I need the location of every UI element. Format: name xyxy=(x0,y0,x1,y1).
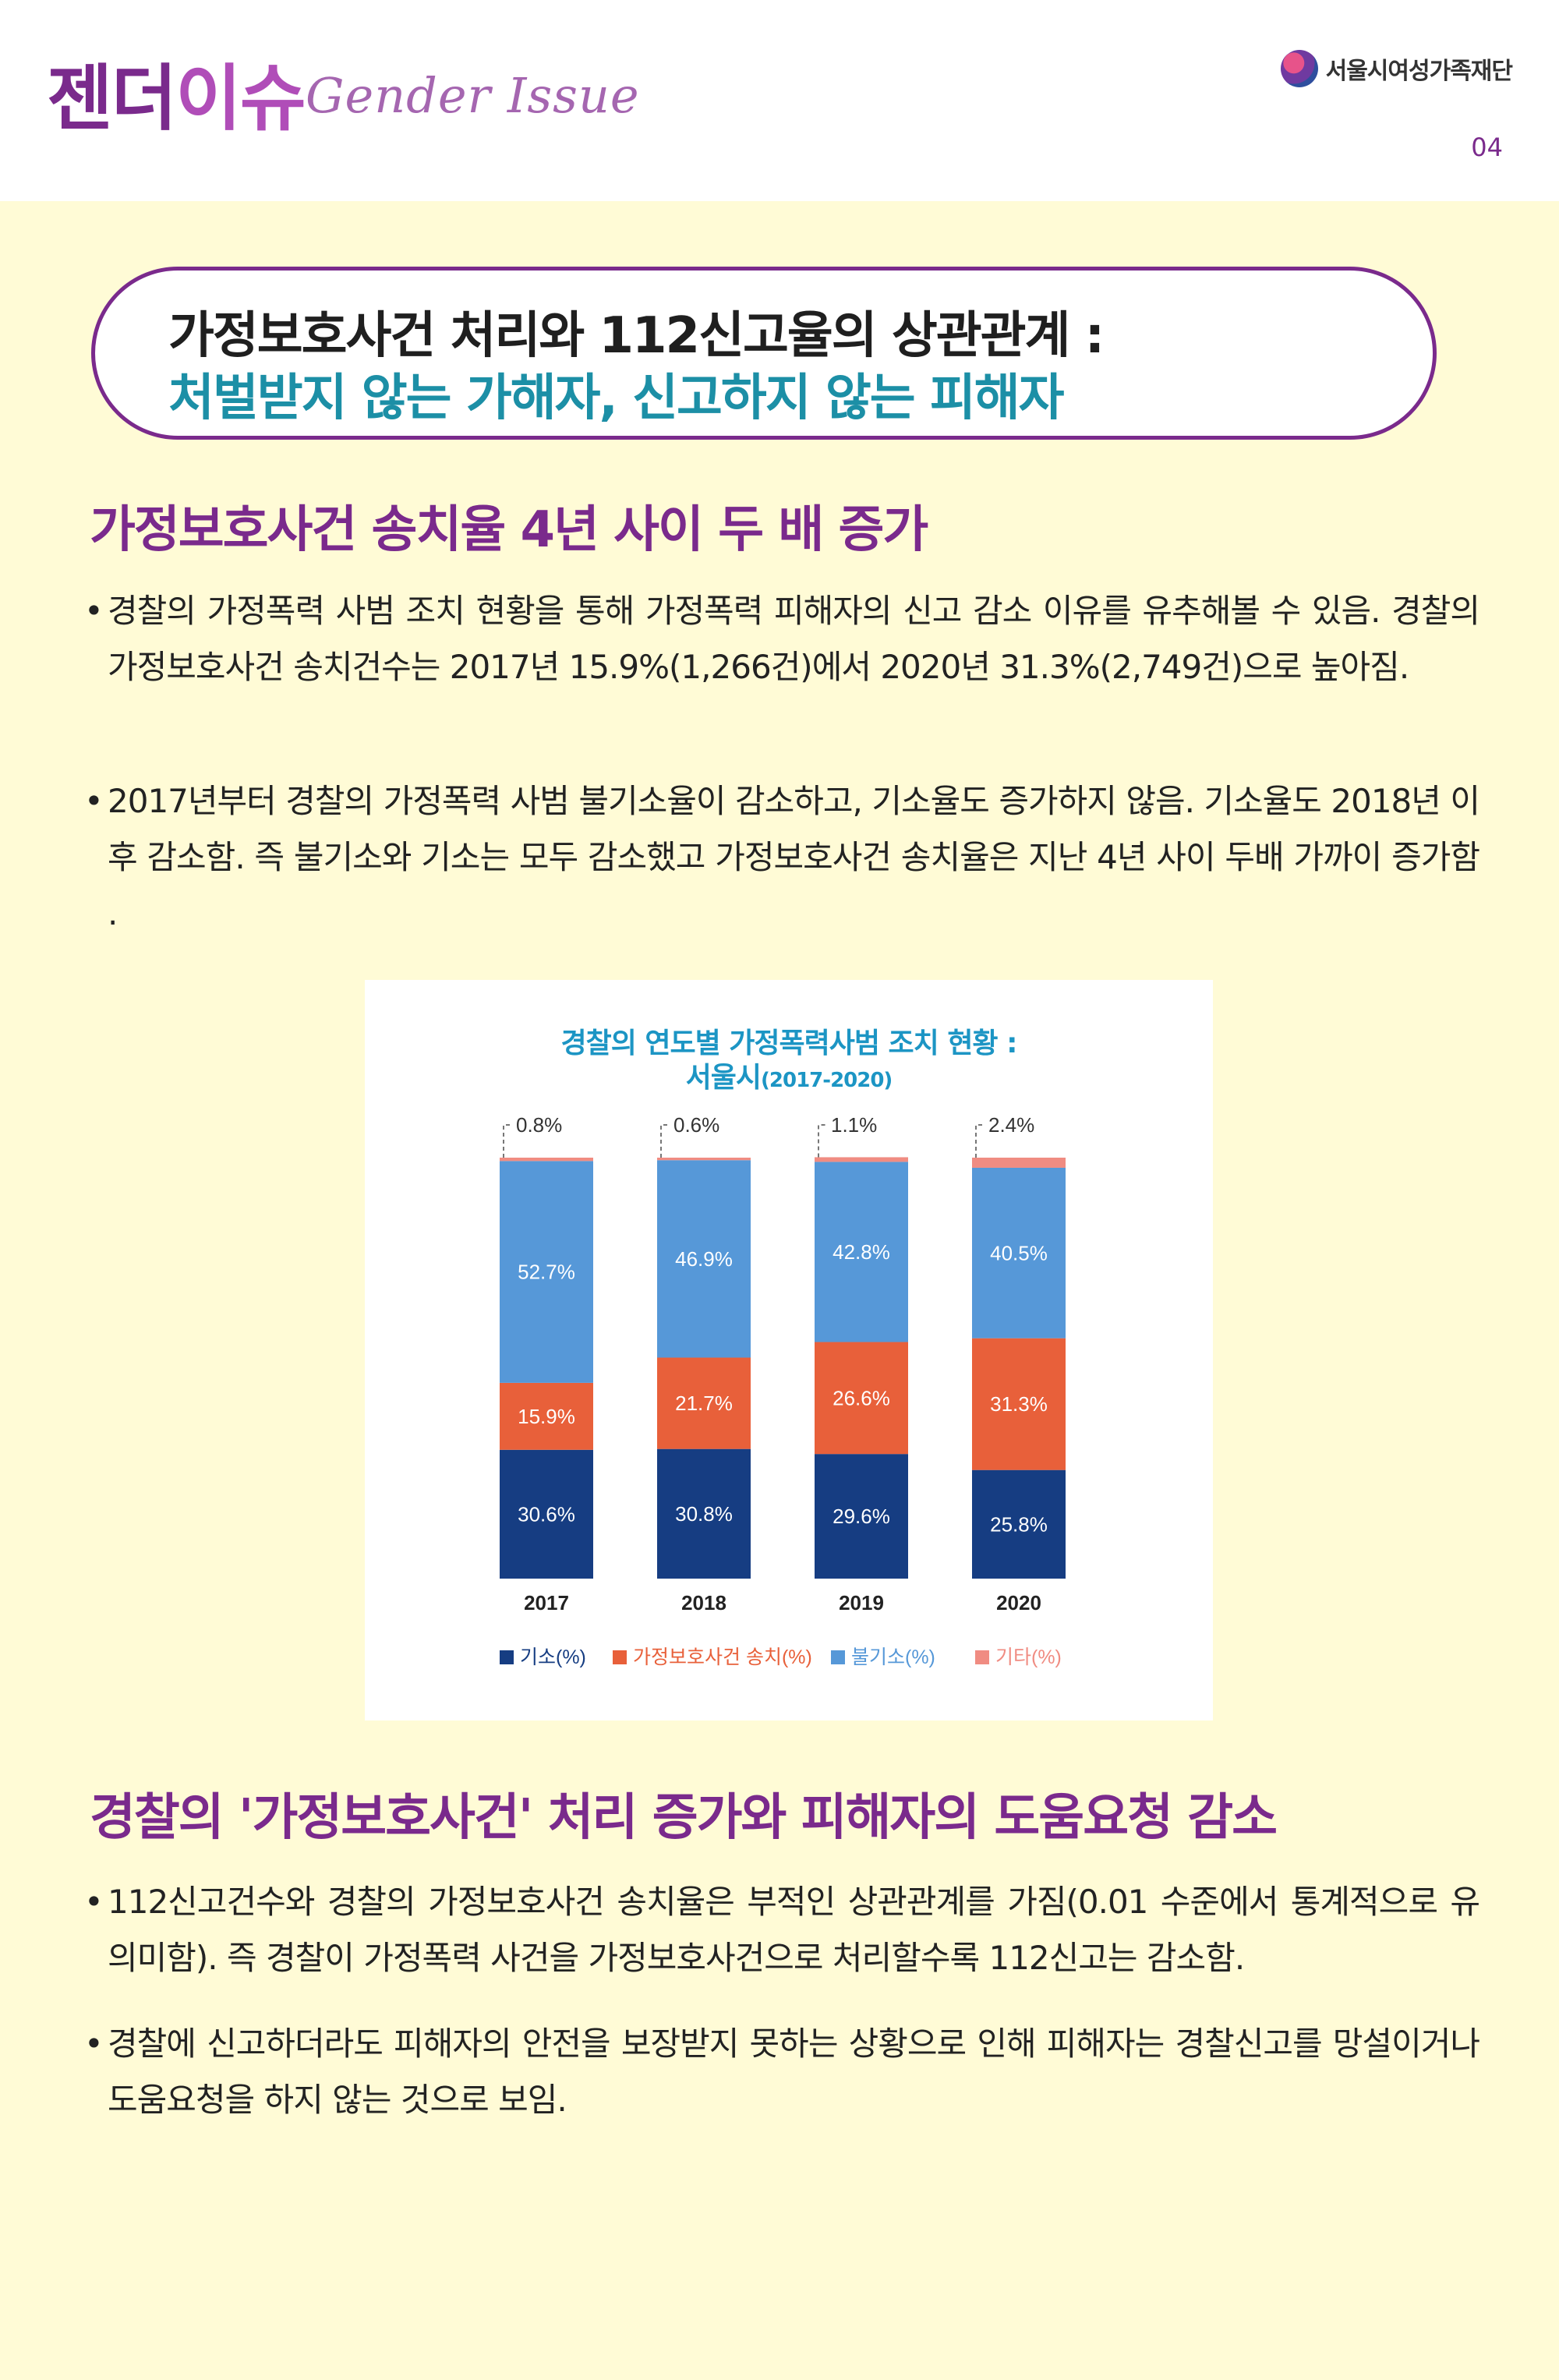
x-tick-label: 2017 xyxy=(524,1591,569,1614)
chart-card: 경찰의 연도별 가정폭력사범 조치 현황 : 서울시(2017-2020) 30… xyxy=(365,980,1213,1720)
bar-segment xyxy=(815,1342,908,1455)
data-label: 26.6% xyxy=(833,1386,890,1409)
section-1-bullet-1: • 경찰의 가정폭력 사범 조치 현황을 통해 가정폭력 피해자의 신고 감소 … xyxy=(84,583,1480,695)
bullet-dot: • xyxy=(84,2025,104,2063)
bar-segment xyxy=(500,1161,593,1383)
data-label: 30.6% xyxy=(518,1502,575,1526)
data-label: 25.8% xyxy=(990,1512,1048,1536)
section-1-heading: 가정보호사건 송치율 4년 사이 두 배 증가 xyxy=(90,501,928,559)
bullet-text: 2017년부터 경찰의 가정폭력 사범 불기소율이 감소하고, 기소율도 증가하… xyxy=(108,782,1480,932)
bullet-dot: • xyxy=(84,592,104,630)
bar-segment xyxy=(815,1162,908,1342)
callout-line xyxy=(818,1124,828,1158)
page-number: 04 xyxy=(1471,133,1503,162)
bar-segment xyxy=(657,1357,751,1449)
section-1-bullet-2: • 2017년부터 경찰의 가정폭력 사범 불기소율이 감소하고, 기소율도 증… xyxy=(84,773,1480,942)
bar-segment xyxy=(500,1449,593,1579)
title-line-1: 가정보호사건 처리와 112신고율의 상관관계 : xyxy=(168,307,1105,365)
bullet-dot: • xyxy=(84,782,104,820)
brand-title-part2: 이슈 xyxy=(175,57,306,140)
organization-name: 서울시여성가족재단 xyxy=(1325,58,1513,85)
chart-subtitle-period: (2017-2020) xyxy=(761,1069,893,1092)
callout-line xyxy=(660,1124,670,1158)
brand-title-korean: 젠더이슈 xyxy=(47,41,306,144)
legend-swatch xyxy=(831,1650,845,1664)
stacked-bar-chart: 30.6% 15.9% 52.7% 0.8% 2017 30.8% 21.7% 46.9% 0.… xyxy=(500,1113,1066,1668)
data-label: 29.6% xyxy=(833,1505,890,1528)
bar-segment xyxy=(657,1158,751,1161)
legend-swatch xyxy=(613,1650,627,1664)
data-label: 15.9% xyxy=(518,1405,575,1428)
foundation-logo-icon xyxy=(1280,50,1318,87)
data-label: 46.9% xyxy=(675,1247,733,1271)
bar-segment xyxy=(972,1469,1066,1579)
legend-label: 가정보호사건 송치(%) xyxy=(633,1646,812,1668)
brand-title-english: Gender Issue xyxy=(306,67,640,124)
bar-segment xyxy=(972,1167,1066,1339)
bullet-text: 112신고건수와 경찰의 가정보호사건 송치율은 부적인 상관관계를 가짐(0.… xyxy=(108,1883,1480,1977)
data-label: 30.8% xyxy=(675,1502,733,1526)
data-label: 42.8% xyxy=(833,1240,890,1264)
bar-segment xyxy=(657,1448,751,1579)
legend-swatch xyxy=(975,1650,989,1664)
callout-line xyxy=(503,1124,513,1158)
x-tick-label: 2018 xyxy=(681,1591,726,1614)
legend-label: 기소(%) xyxy=(520,1646,586,1668)
brand-title-part1: 젠더 xyxy=(47,57,177,140)
callout-label: 0.8% xyxy=(516,1113,562,1137)
bar-segment xyxy=(815,1454,908,1579)
bullet-dot: • xyxy=(84,1883,104,1921)
bar-segment xyxy=(815,1157,908,1162)
legend-swatch xyxy=(500,1650,514,1664)
bar-segment xyxy=(500,1158,593,1162)
page-header: 젠더이슈 Gender Issue 서울시여성가족재단 04 xyxy=(0,0,1559,201)
callout-label: 2.4% xyxy=(988,1113,1034,1137)
title-line-2: 처벌받지 않는 가해자, 신고하지 않는 피해자 xyxy=(168,370,1065,427)
data-label: 21.7% xyxy=(675,1392,733,1415)
data-label: 52.7% xyxy=(518,1261,575,1284)
title-box: 가정보호사건 처리와 112신고율의 상관관계 : 처벌받지 않는 가해자, 신… xyxy=(91,267,1437,440)
callout-line xyxy=(975,1124,985,1158)
bar-segment xyxy=(500,1382,593,1450)
bullet-text: 경찰의 가정폭력 사범 조치 현황을 통해 가정폭력 피해자의 신고 감소 이유… xyxy=(108,592,1480,686)
section-2-heading: 경찰의 '가정보호사건' 처리 증가와 피해자의 도움요청 감소 xyxy=(90,1789,1278,1847)
bullet-text: 경찰에 신고하더라도 피해자의 안전을 보장받지 못하는 상황으로 인해 피해자… xyxy=(108,2025,1480,2119)
x-tick-label: 2020 xyxy=(996,1591,1041,1614)
callout-label: 1.1% xyxy=(831,1113,877,1137)
chart-subtitle: 서울시(2017-2020) xyxy=(365,1055,1213,1095)
legend-label: 기타(%) xyxy=(995,1646,1062,1668)
section-2-bullet-2: • 경찰에 신고하더라도 피해자의 안전을 보장받지 못하는 상황으로 인해 피… xyxy=(84,2016,1480,2128)
bar-segment xyxy=(972,1338,1066,1470)
callout-label: 0.6% xyxy=(673,1113,719,1137)
organization-logo-block: 서울시여성가족재단 xyxy=(1280,50,1513,87)
data-label: 31.3% xyxy=(990,1392,1048,1416)
data-label: 40.5% xyxy=(990,1241,1048,1264)
chart-title: 경찰의 연도별 가정폭력사범 조치 현황 : xyxy=(560,1027,1018,1059)
section-2-bullet-1: • 112신고건수와 경찰의 가정보호사건 송치율은 부적인 상관관계를 가짐(… xyxy=(84,1874,1480,1986)
legend-label: 불기소(%) xyxy=(851,1646,935,1668)
chart-subtitle-main: 서울시 xyxy=(685,1062,762,1094)
bar-segment xyxy=(972,1158,1066,1168)
x-tick-label: 2019 xyxy=(839,1591,884,1614)
bar-segment xyxy=(657,1160,751,1358)
